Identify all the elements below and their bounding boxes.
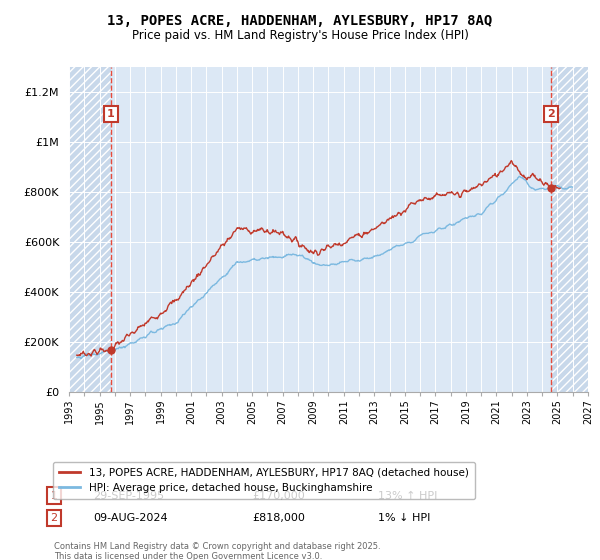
Text: 29-SEP-1995: 29-SEP-1995 (93, 491, 164, 501)
Bar (551, 67, 588, 392)
Text: 2: 2 (50, 513, 58, 523)
Text: 09-AUG-2024: 09-AUG-2024 (93, 513, 167, 523)
Text: 1: 1 (107, 109, 115, 119)
Bar (69, 67, 111, 392)
Text: 2: 2 (547, 109, 555, 119)
Legend: 13, POPES ACRE, HADDENHAM, AYLESBURY, HP17 8AQ (detached house), HPI: Average pr: 13, POPES ACRE, HADDENHAM, AYLESBURY, HP… (53, 461, 475, 500)
Text: 1% ↓ HPI: 1% ↓ HPI (378, 513, 430, 523)
Text: 1: 1 (50, 491, 58, 501)
Text: 13% ↑ HPI: 13% ↑ HPI (378, 491, 437, 501)
Text: £170,000: £170,000 (252, 491, 305, 501)
Text: 13, POPES ACRE, HADDENHAM, AYLESBURY, HP17 8AQ: 13, POPES ACRE, HADDENHAM, AYLESBURY, HP… (107, 14, 493, 28)
Text: £818,000: £818,000 (252, 513, 305, 523)
Text: Price paid vs. HM Land Registry's House Price Index (HPI): Price paid vs. HM Land Registry's House … (131, 29, 469, 42)
Text: Contains HM Land Registry data © Crown copyright and database right 2025.
This d: Contains HM Land Registry data © Crown c… (54, 542, 380, 560)
